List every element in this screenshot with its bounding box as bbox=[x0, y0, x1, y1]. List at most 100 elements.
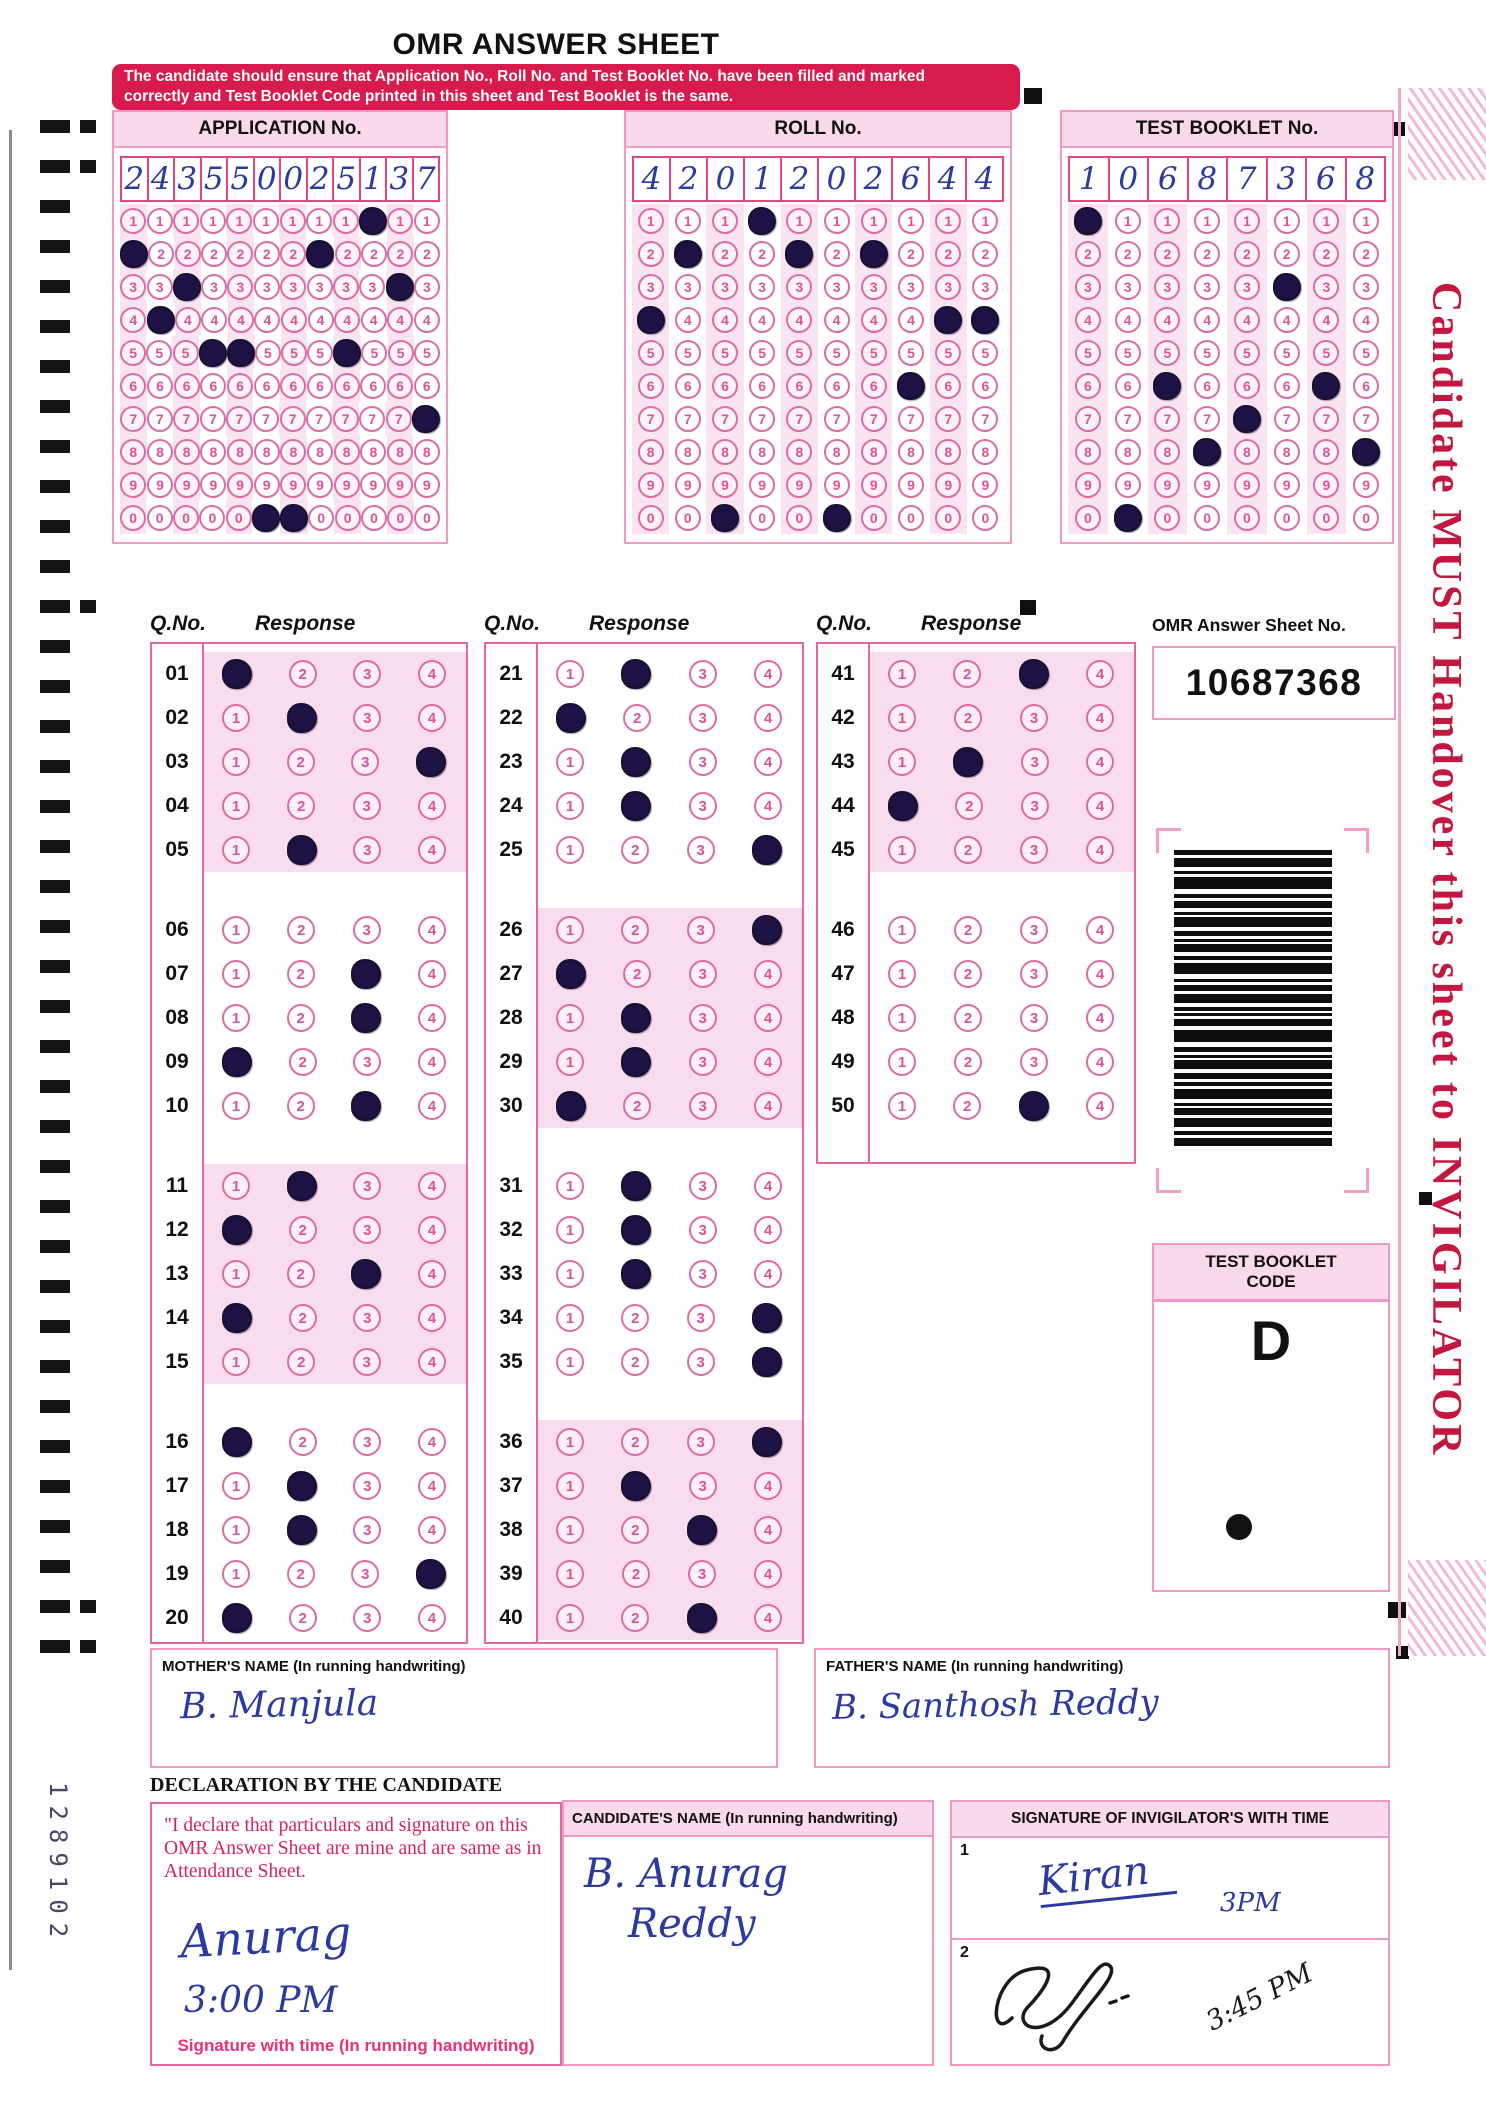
digit-bubble-8[interactable]: 8 bbox=[173, 438, 200, 465]
digit-bubble-8[interactable]: 8 bbox=[227, 438, 254, 465]
digit-bubble-0[interactable]: 0 bbox=[898, 504, 925, 531]
marked-digit-bubble[interactable] bbox=[198, 338, 227, 367]
digit-bubble-5[interactable]: 5 bbox=[307, 339, 334, 366]
marked-digit-bubble[interactable] bbox=[711, 503, 739, 532]
handwritten-digit[interactable]: 6 bbox=[891, 156, 930, 202]
digit-bubble-8[interactable]: 8 bbox=[786, 438, 813, 465]
answer-bubble-2[interactable]: 2 bbox=[287, 792, 316, 820]
digit-bubble-7[interactable]: 7 bbox=[385, 405, 412, 432]
marked-digit-bubble[interactable] bbox=[358, 206, 387, 235]
answer-bubble-3[interactable]: 3 bbox=[1020, 748, 1049, 776]
answer-bubble-1[interactable]: 1 bbox=[556, 748, 584, 776]
digit-bubble-7[interactable]: 7 bbox=[226, 405, 253, 432]
answer-bubble-1[interactable]: 1 bbox=[222, 1172, 250, 1200]
marked-answer-bubble[interactable] bbox=[621, 1259, 652, 1289]
digit-bubble-4[interactable]: 4 bbox=[712, 306, 738, 333]
digit-bubble-0[interactable]: 0 bbox=[308, 504, 335, 531]
digit-bubble-6[interactable]: 6 bbox=[972, 372, 999, 399]
digit-bubble-8[interactable]: 8 bbox=[387, 438, 414, 465]
marked-digit-bubble[interactable] bbox=[1272, 272, 1301, 301]
digit-bubble-5[interactable]: 5 bbox=[146, 339, 173, 366]
digit-bubble-2[interactable]: 2 bbox=[1233, 240, 1260, 267]
digit-bubble-0[interactable]: 0 bbox=[786, 504, 813, 531]
digit-bubble-9[interactable]: 9 bbox=[280, 471, 307, 498]
marked-answer-bubble[interactable] bbox=[222, 1215, 252, 1245]
digit-bubble-3[interactable]: 3 bbox=[823, 273, 850, 300]
answer-bubble-3[interactable]: 3 bbox=[353, 1516, 382, 1544]
digit-bubble-6[interactable]: 6 bbox=[307, 372, 334, 399]
digit-bubble-5[interactable]: 5 bbox=[1353, 339, 1380, 366]
digit-bubble-9[interactable]: 9 bbox=[333, 471, 360, 498]
digit-bubble-9[interactable]: 9 bbox=[1074, 471, 1101, 498]
answer-bubble-1[interactable]: 1 bbox=[888, 1004, 916, 1032]
answer-bubble-2[interactable]: 2 bbox=[623, 960, 652, 988]
digit-bubble-7[interactable]: 7 bbox=[972, 405, 999, 432]
digit-bubble-4[interactable]: 4 bbox=[174, 306, 201, 333]
answer-bubble-2[interactable]: 2 bbox=[621, 836, 650, 864]
digit-bubble-0[interactable]: 0 bbox=[361, 504, 388, 531]
answer-bubble-2[interactable]: 2 bbox=[287, 916, 316, 944]
digit-bubble-4[interactable]: 4 bbox=[860, 306, 887, 333]
answer-bubble-1[interactable]: 1 bbox=[556, 1260, 584, 1288]
candidate-signature[interactable]: Anurag bbox=[178, 1905, 353, 1969]
answer-bubble-1[interactable]: 1 bbox=[888, 1092, 916, 1120]
answer-bubble-1[interactable]: 1 bbox=[222, 1516, 250, 1544]
digit-bubble-9[interactable]: 9 bbox=[1154, 471, 1181, 498]
digit-bubble-1[interactable]: 1 bbox=[1313, 207, 1340, 234]
answer-bubble-1[interactable]: 1 bbox=[888, 960, 916, 988]
answer-bubble-2[interactable]: 2 bbox=[622, 1560, 650, 1588]
answer-bubble-1[interactable]: 1 bbox=[556, 1516, 584, 1544]
digit-bubble-3[interactable]: 3 bbox=[201, 273, 228, 300]
digit-bubble-7[interactable]: 7 bbox=[674, 405, 701, 432]
marked-answer-bubble[interactable] bbox=[621, 659, 652, 689]
digit-bubble-5[interactable]: 5 bbox=[712, 339, 738, 366]
digit-bubble-9[interactable]: 9 bbox=[200, 471, 227, 498]
digit-bubble-8[interactable]: 8 bbox=[1313, 438, 1340, 465]
digit-bubble-2[interactable]: 2 bbox=[280, 240, 307, 267]
digit-bubble-7[interactable]: 7 bbox=[1273, 405, 1300, 432]
digit-bubble-7[interactable]: 7 bbox=[306, 405, 333, 432]
digit-bubble-6[interactable]: 6 bbox=[674, 372, 701, 399]
answer-bubble-3[interactable]: 3 bbox=[686, 916, 715, 944]
answer-bubble-1[interactable]: 1 bbox=[222, 1348, 250, 1376]
digit-bubble-8[interactable]: 8 bbox=[898, 438, 925, 465]
answer-bubble-3[interactable]: 3 bbox=[1020, 704, 1048, 732]
digit-bubble-8[interactable]: 8 bbox=[333, 438, 360, 465]
digit-bubble-9[interactable]: 9 bbox=[1353, 471, 1380, 498]
digit-bubble-4[interactable]: 4 bbox=[387, 306, 414, 333]
digit-bubble-0[interactable]: 0 bbox=[1273, 504, 1300, 531]
answer-bubble-3[interactable]: 3 bbox=[686, 1304, 715, 1332]
digit-bubble-7[interactable]: 7 bbox=[1194, 405, 1221, 432]
digit-bubble-7[interactable]: 7 bbox=[1074, 405, 1101, 432]
answer-bubble-2[interactable]: 2 bbox=[286, 1260, 315, 1288]
digit-bubble-9[interactable]: 9 bbox=[1233, 471, 1260, 498]
digit-bubble-6[interactable]: 6 bbox=[823, 372, 850, 399]
handwritten-digit[interactable]: 3 bbox=[385, 156, 414, 202]
digit-bubble-1[interactable]: 1 bbox=[1273, 207, 1300, 234]
answer-bubble-4[interactable]: 4 bbox=[417, 1048, 446, 1076]
answer-bubble-3[interactable]: 3 bbox=[686, 1428, 715, 1456]
answer-bubble-3[interactable]: 3 bbox=[353, 1216, 382, 1244]
digit-bubble-5[interactable]: 5 bbox=[860, 339, 887, 366]
digit-bubble-4[interactable]: 4 bbox=[1313, 306, 1340, 333]
handwritten-digit[interactable]: 2 bbox=[669, 156, 708, 202]
digit-bubble-9[interactable]: 9 bbox=[387, 471, 414, 498]
handwritten-digit[interactable]: 6 bbox=[1147, 156, 1189, 202]
digit-bubble-7[interactable]: 7 bbox=[1353, 405, 1380, 432]
marked-answer-bubble[interactable] bbox=[888, 791, 918, 821]
digit-bubble-2[interactable]: 2 bbox=[1313, 240, 1340, 267]
digit-bubble-8[interactable]: 8 bbox=[280, 438, 307, 465]
digit-bubble-0[interactable]: 0 bbox=[637, 504, 664, 531]
marked-answer-bubble[interactable] bbox=[415, 747, 446, 777]
digit-bubble-1[interactable]: 1 bbox=[898, 207, 925, 234]
answer-bubble-3[interactable]: 3 bbox=[353, 1172, 382, 1200]
digit-bubble-2[interactable]: 2 bbox=[637, 240, 664, 267]
answer-bubble-3[interactable]: 3 bbox=[688, 704, 717, 732]
answer-bubble-3[interactable]: 3 bbox=[688, 1048, 717, 1076]
handwritten-digit[interactable]: 6 bbox=[1305, 156, 1347, 202]
digit-bubble-1[interactable]: 1 bbox=[823, 207, 850, 234]
digit-bubble-5[interactable]: 5 bbox=[1233, 339, 1260, 366]
digit-bubble-7[interactable]: 7 bbox=[253, 405, 279, 432]
answer-bubble-3[interactable]: 3 bbox=[351, 748, 380, 776]
